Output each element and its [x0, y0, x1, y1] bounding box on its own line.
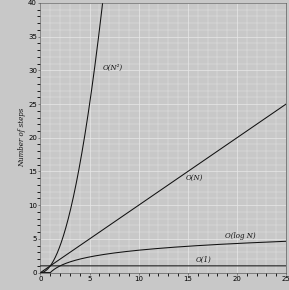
Text: O(log N): O(log N) [225, 231, 256, 240]
Text: O(N): O(N) [186, 173, 203, 182]
Text: O(N²): O(N²) [102, 64, 123, 72]
Text: O(1): O(1) [196, 256, 212, 264]
Y-axis label: Number of steps: Number of steps [18, 108, 27, 167]
